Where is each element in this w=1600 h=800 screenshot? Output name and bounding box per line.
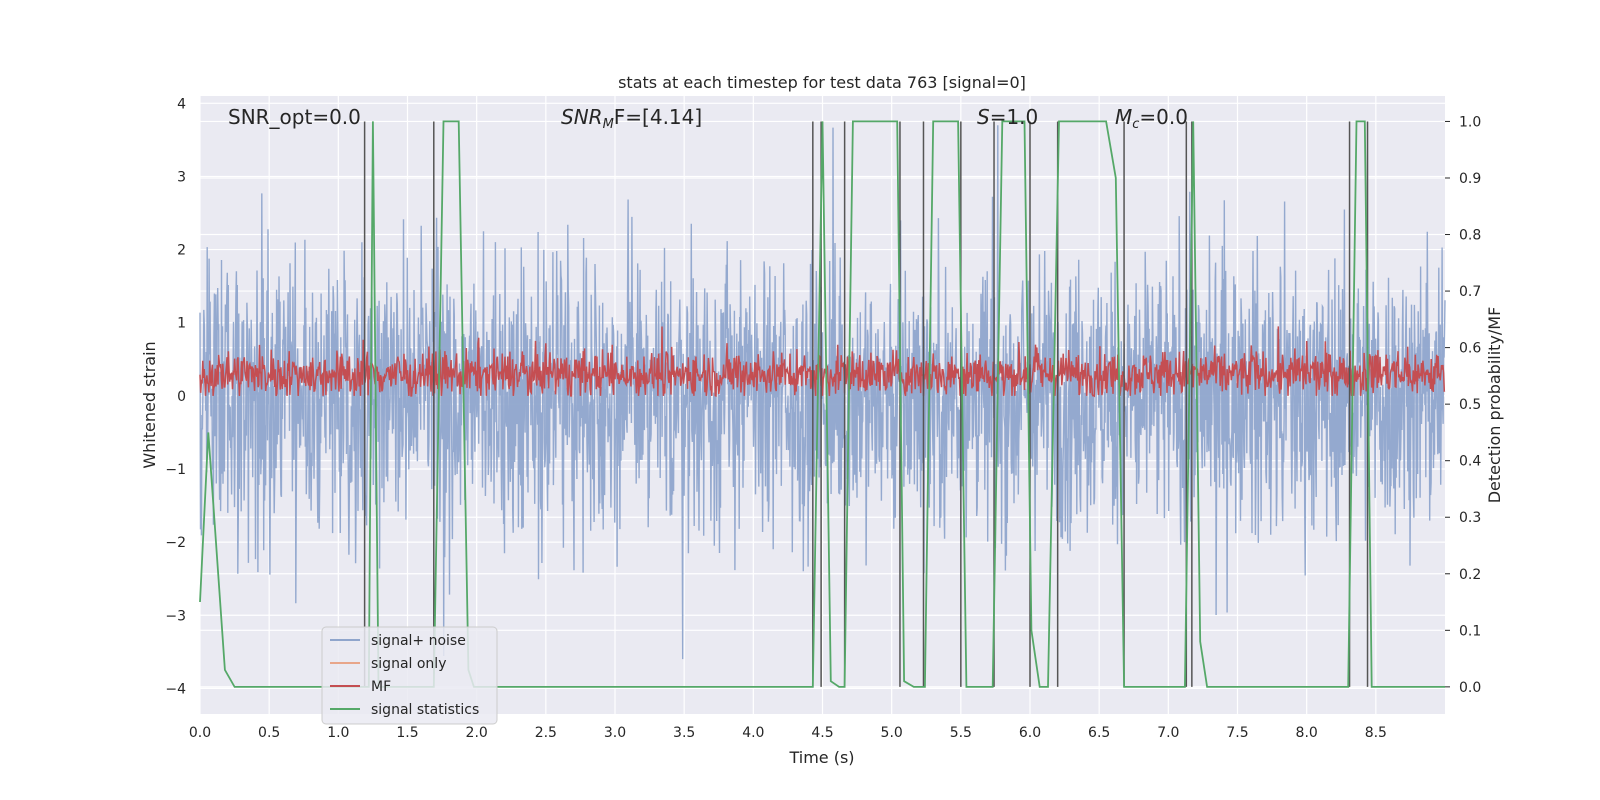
- y-tick-label-left-0: 4: [177, 96, 186, 112]
- y-tick-label-right-3: 0.7: [1459, 284, 1481, 300]
- x-tick-label-1: 0.5: [258, 725, 280, 741]
- annotation-snr-opt: SNR_opt=0.0: [228, 105, 361, 129]
- legend-label-signal-only: signal only: [371, 656, 446, 672]
- x-tick-label-5: 2.5: [535, 725, 557, 741]
- x-tick-label-12: 6.0: [1019, 725, 1041, 741]
- mf-line: [199, 326, 1446, 398]
- x-tick-label-10: 5.0: [881, 725, 903, 741]
- annotation-snr-mf: SNRMF=[4.14]: [561, 105, 702, 132]
- x-tick-label-15: 7.5: [1226, 725, 1248, 741]
- annotation-mc: Mc=0.0: [1115, 105, 1188, 132]
- y-tick-label-right-9: 0.1: [1459, 623, 1481, 639]
- y-tick-label-left-1: 3: [177, 169, 186, 185]
- legend-label-signal-noise: signal+ noise: [371, 633, 466, 649]
- x-tick-label-9: 4.5: [811, 725, 833, 741]
- legend-box: [321, 626, 498, 725]
- y-tick-label-right-7: 0.3: [1459, 510, 1481, 526]
- y-tick-label-right-6: 0.4: [1459, 454, 1481, 470]
- y-tick-label-right-0: 1.0: [1459, 114, 1481, 130]
- y-tick-label-right-10: 0.0: [1459, 680, 1481, 696]
- y-tick-label-right-5: 0.5: [1459, 397, 1481, 413]
- chart-title: stats at each timestep for test data 763…: [618, 73, 1026, 92]
- y-tick-label-left-8: −4: [165, 681, 186, 697]
- x-tick-label-17: 8.5: [1365, 725, 1387, 741]
- x-tick-label-11: 5.5: [950, 725, 972, 741]
- x-tick-label-16: 8.0: [1296, 725, 1318, 741]
- signal-noise-series: [199, 125, 1446, 660]
- mf-series: [199, 326, 1446, 398]
- y-ticks-right: 1.0 0.9 0.8 0.7 0.6 0.5 0.4 0.3 0.2 0.1 0.0: [1445, 114, 1481, 696]
- x-tick-label-8: 4.0: [742, 725, 764, 741]
- y-tick-label-right-8: 0.2: [1459, 567, 1481, 583]
- x-tick-label-7: 3.5: [673, 725, 695, 741]
- x-tick-label-2: 1.0: [327, 725, 349, 741]
- y-tick-label-left-7: −3: [165, 608, 186, 624]
- y-tick-label-left-2: 2: [177, 243, 186, 259]
- y-axis-label-left: Whitened strain: [140, 341, 159, 468]
- legend-label-signal-statistics: signal statistics: [371, 702, 479, 718]
- x-tick-label-14: 7.0: [1157, 725, 1179, 741]
- x-tick-label-13: 6.5: [1088, 725, 1110, 741]
- x-tick-label-6: 3.0: [604, 725, 626, 741]
- x-tick-label-4: 2.0: [466, 725, 488, 741]
- y-tick-label-right-2: 0.8: [1459, 228, 1481, 244]
- y-tick-label-right-4: 0.6: [1459, 341, 1481, 357]
- legend-label-mf: MF: [371, 679, 391, 695]
- x-tick-label-0: 0.0: [189, 725, 211, 741]
- x-tick-label-3: 1.5: [396, 725, 418, 741]
- y-tick-label-left-3: 1: [177, 316, 186, 332]
- y-axis-label-right: Detection probability/MF: [1485, 307, 1504, 504]
- y-tick-label-left-6: −2: [165, 535, 186, 551]
- y-tick-label-right-1: 0.9: [1459, 171, 1481, 187]
- x-axis-label: Time (s): [788, 748, 854, 767]
- x-ticks: 0.0 0.5 1.0 1.5 2.0 2.5 3.0 3.5 4.0 4.5 5.0 5.5 6.0 6…: [189, 725, 1387, 741]
- signal-noise-line: [199, 125, 1446, 660]
- y-tick-label-left-5: −1: [165, 462, 186, 478]
- annotation-s: S=1.0: [977, 105, 1038, 129]
- y-tick-label-left-4: 0: [177, 389, 186, 405]
- y-ticks-left: 4 3 2 1 0 −1 −2 −3 −4: [165, 96, 186, 697]
- legend: signal+ noise signal only MF signal stat…: [321, 626, 498, 725]
